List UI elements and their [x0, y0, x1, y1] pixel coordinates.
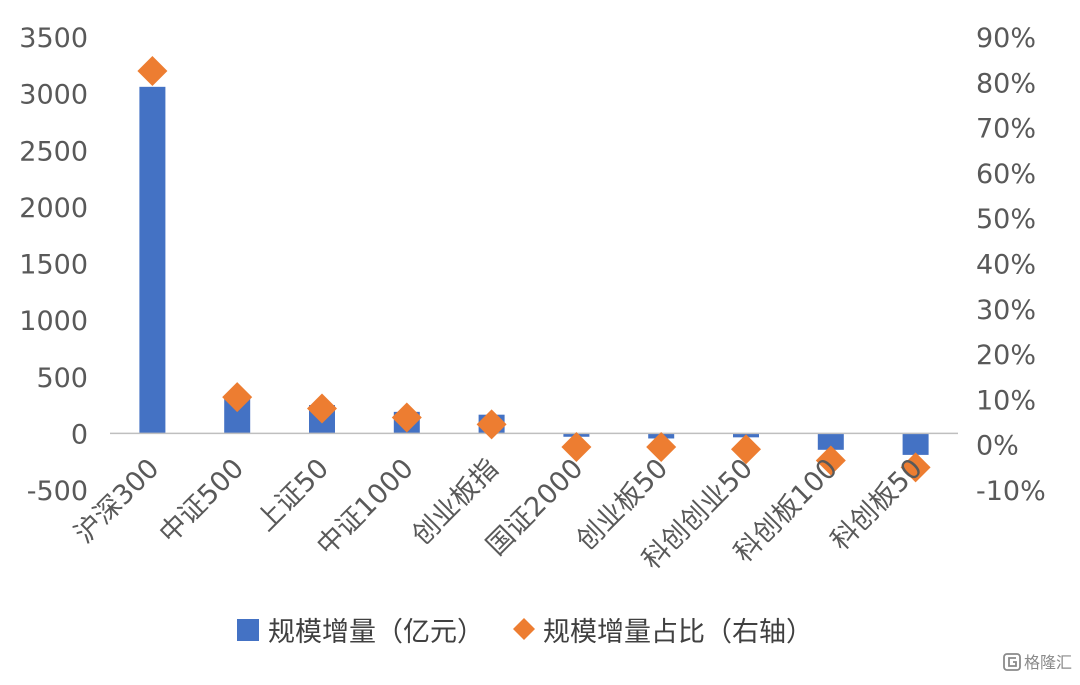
left-tick-label: 2000 — [19, 193, 88, 224]
watermark: 格隆汇 — [1003, 653, 1072, 672]
right-tick-label: -10% — [976, 476, 1046, 507]
right-tick-label: 10% — [976, 385, 1036, 416]
bar-科创板100 — [817, 433, 844, 450]
left-tick-label: 500 — [36, 363, 88, 394]
right-tick-label: 40% — [976, 250, 1036, 281]
marker-国证2000 — [561, 431, 592, 462]
watermark-text: 格隆汇 — [1024, 653, 1072, 672]
left-tick-label: 2500 — [19, 136, 88, 167]
legend-marker-swatch — [513, 618, 535, 640]
right-axis-ticks: -10% 0% 10% 20% 30% 40% 50% 60% 70% 80% 90% — [976, 23, 1046, 507]
marker-科创板50 — [900, 452, 931, 483]
marker-科创创业50 — [731, 434, 761, 465]
marker-创业板50 — [646, 431, 677, 462]
bar-沪深300 — [139, 86, 166, 434]
category-label: 中证500 — [154, 453, 251, 550]
left-tick-label: 3500 — [19, 23, 88, 54]
right-tick-label: 90% — [976, 23, 1036, 54]
right-tick-label: 30% — [976, 295, 1036, 326]
legend-bar-swatch — [237, 619, 259, 641]
bar-科创板50 — [902, 433, 929, 455]
category-label: 上证50 — [251, 453, 335, 537]
right-tick-label: 20% — [976, 340, 1036, 371]
marker-沪深300 — [137, 55, 168, 86]
legend-item-bar: 规模增量（亿元） — [237, 617, 484, 648]
marker-科创板100 — [815, 445, 846, 476]
legend-marker-label: 规模增量占比（右轴） — [543, 617, 813, 648]
legend: 规模增量（亿元） 规模增量占比（右轴） — [237, 617, 813, 648]
right-tick-label: 0% — [976, 431, 1019, 462]
bars-layer — [139, 86, 929, 455]
marker-上证50 — [307, 393, 337, 424]
right-tick-label: 50% — [976, 204, 1036, 235]
left-tick-label: 1000 — [19, 306, 88, 337]
gelonghui-logo-icon — [1003, 653, 1021, 671]
category-label: 科创板50 — [825, 453, 928, 556]
left-tick-label: -500 — [27, 476, 88, 507]
right-tick-label: 70% — [976, 114, 1036, 145]
left-axis-ticks: -500 0 500 1000 1500 2000 2500 3000 3500 — [19, 23, 88, 507]
markers-layer — [137, 55, 931, 483]
legend-bar-label: 规模增量（亿元） — [268, 617, 484, 648]
right-tick-label: 80% — [976, 68, 1036, 99]
marker-中证1000 — [391, 402, 422, 433]
left-tick-label: 0 — [71, 419, 88, 450]
left-tick-label: 1500 — [19, 250, 88, 281]
legend-item-marker: 规模增量占比（右轴） — [513, 617, 813, 648]
left-tick-label: 3000 — [19, 80, 88, 111]
marker-中证500 — [222, 382, 253, 413]
marker-创业板指 — [476, 409, 507, 440]
right-tick-label: 60% — [976, 159, 1036, 190]
